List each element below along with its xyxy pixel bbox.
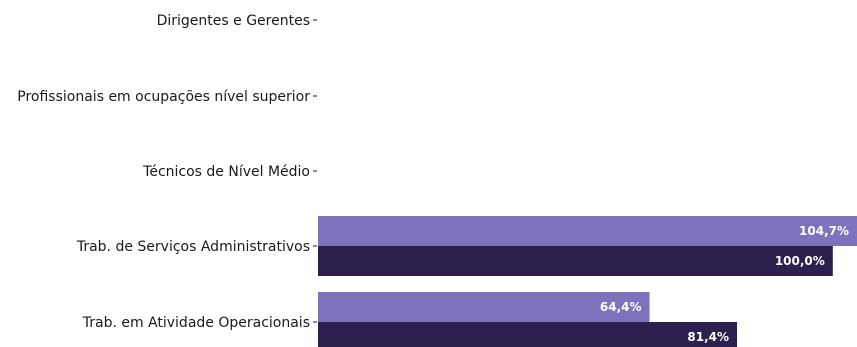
value-labels: 104,7% 64,4% 100,0% 81,4% [600,224,849,344]
bar-value-label: 104,7% [799,224,849,238]
bar [318,322,738,347]
category-label: Trab. de Serviços Administrativos [76,239,310,255]
bar-value-label: 100,0% [775,254,825,268]
bars [318,216,857,347]
bar-value-label: 81,4% [687,330,729,344]
category-label: Profissionais em ocupações nível superio… [17,89,310,105]
bar-value-label: 64,4% [600,300,642,314]
bar [318,246,833,276]
bar [318,292,650,322]
category-label: Técnicos de Nível Médio [142,164,310,180]
bar [318,216,857,246]
y-axis: Dirigentes e Gerentes Profissionais em oc… [17,13,317,331]
category-label: Dirigentes e Gerentes [157,13,310,29]
category-label: Trab. em Atividade Operacionais [82,315,310,331]
